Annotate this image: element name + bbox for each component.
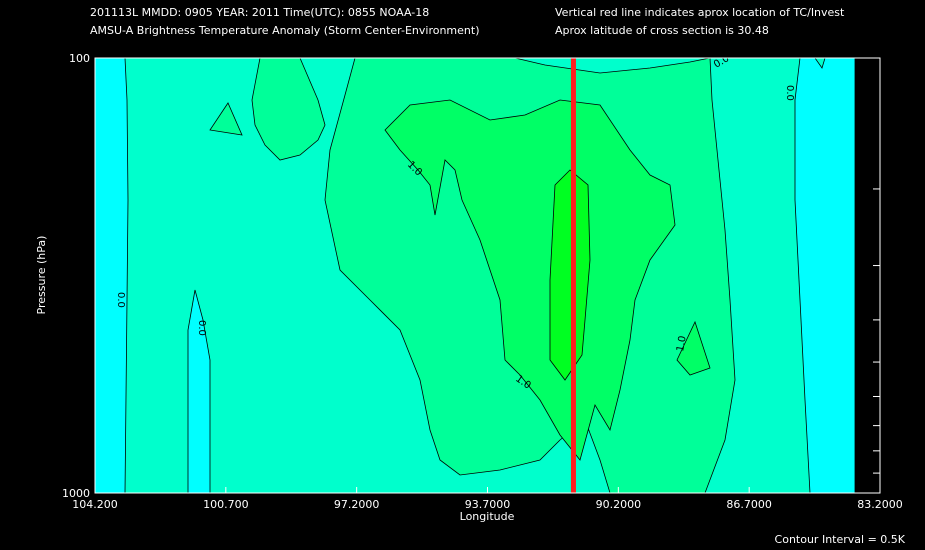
- level-0.5-1-region: [251, 57, 326, 161]
- x-tick-label: 90.2000: [596, 498, 642, 511]
- axes: 100 1000 Pressure (hPa) Longitude 104.20…: [35, 52, 903, 523]
- y-tick-label: 100: [69, 52, 90, 65]
- y-axis-label: Pressure (hPa): [35, 236, 48, 315]
- plot-area: 0.0 0.0 0.0 0.0 1.0 1.0 1.0: [94, 53, 881, 494]
- contour-label: 0.0: [196, 320, 207, 336]
- header-line1-left: 201113L MMDD: 0905 YEAR: 2011 Time(UTC):…: [90, 6, 429, 19]
- level-1-1.5-small-region: [676, 320, 711, 376]
- header-line2-right: Aprox latitude of cross section is 30.48: [555, 24, 769, 37]
- level-0.5-1-small-region: [209, 102, 243, 136]
- x-tick-label: 86.7000: [726, 498, 772, 511]
- plot-right-strip: [855, 58, 880, 493]
- header-line1-right: Vertical red line indicates aprox locati…: [555, 6, 845, 19]
- level-below-0-left-region: [94, 57, 129, 494]
- x-tick-label: 104.200: [72, 498, 118, 511]
- level-above-1.5-region: [549, 169, 591, 381]
- x-tick-label: 97.2000: [334, 498, 380, 511]
- contour-label: 1.0: [675, 335, 689, 353]
- contour-label: 0.0: [115, 292, 126, 308]
- x-tick-label: 100.700: [203, 498, 249, 511]
- x-axis-label: Longitude: [460, 510, 515, 523]
- contour-label: 0.0: [784, 85, 795, 101]
- contour-interval-note: Contour Interval = 0.5K: [775, 533, 906, 546]
- header-line2-left: AMSU-A Brightness Temperature Anomaly (S…: [90, 24, 480, 37]
- x-tick-label: 83.2000: [857, 498, 903, 511]
- x-tick-label: 93.7000: [465, 498, 511, 511]
- x-tick-group: 104.200 100.700 97.2000 93.7000 90.2000 86.70…: [72, 487, 903, 511]
- y-tick-label: 1000: [62, 487, 90, 500]
- y-tick-group: [873, 57, 880, 494]
- level-1-1.5-region: [384, 99, 676, 461]
